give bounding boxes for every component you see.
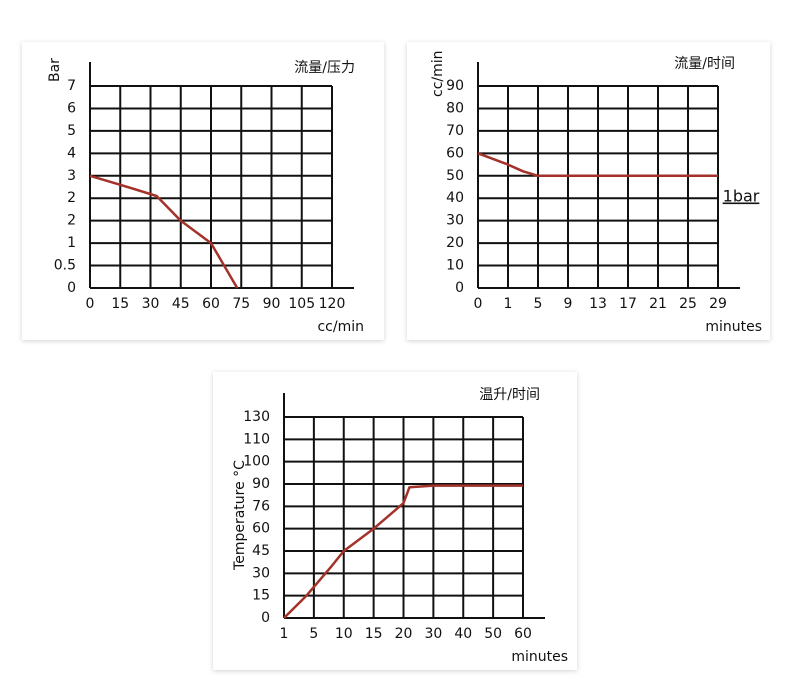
- y-axis-title: cc/min: [430, 50, 446, 97]
- chart-title: 温升/时间: [479, 387, 540, 403]
- y-tick-label: 7: [67, 78, 76, 94]
- y-axis-title: Bar: [47, 58, 63, 82]
- x-tick-label: 10: [335, 626, 353, 642]
- y-tick-label: 90: [252, 476, 270, 492]
- y-tick-label: 2: [67, 190, 76, 206]
- x-axis-title: minutes: [511, 649, 568, 665]
- x-tick-label: 30: [424, 626, 442, 642]
- y-tick-label: 6: [67, 100, 76, 116]
- y-tick-label: 0: [261, 610, 270, 626]
- x-tick-label: 0: [86, 296, 95, 312]
- y-tick-label: 20: [446, 235, 464, 251]
- y-tick-label: 50: [446, 168, 464, 184]
- y-tick-label: 5: [67, 123, 76, 139]
- y-tick-label: 15: [252, 588, 270, 604]
- y-tick-label: 80: [446, 100, 464, 116]
- card: [213, 372, 577, 670]
- y-tick-label: 10: [446, 258, 464, 274]
- y-tick-label: 90: [446, 78, 464, 94]
- x-tick-label: 75: [232, 296, 250, 312]
- x-tick-label: 29: [709, 296, 727, 312]
- y-tick-label: 100: [243, 454, 270, 470]
- x-tick-label: 50: [484, 626, 502, 642]
- data-line: [283, 484, 523, 619]
- chart-title: 流量/压力: [294, 60, 355, 76]
- y-tick-label: 40: [446, 190, 464, 206]
- chart-title: 流量/时间: [674, 56, 735, 72]
- x-tick-label: 20: [395, 626, 413, 642]
- x-tick-label: 9: [564, 296, 573, 312]
- x-tick-label: 90: [263, 296, 281, 312]
- y-tick-label: 30: [252, 565, 270, 581]
- y-tick-label: 70: [446, 123, 464, 139]
- x-tick-label: 15: [111, 296, 129, 312]
- x-tick-label: 25: [679, 296, 697, 312]
- x-tick-label: 15: [365, 626, 383, 642]
- y-tick-label: 60: [252, 521, 270, 537]
- y-tick-label: 1: [67, 235, 76, 251]
- x-tick-label: 60: [514, 626, 532, 642]
- x-tick-label: 13: [589, 296, 607, 312]
- y-tick-label: 0: [455, 280, 464, 296]
- x-tick-label: 1: [280, 626, 289, 642]
- x-tick-label: 45: [172, 296, 190, 312]
- y-tick-label: 45: [252, 543, 270, 559]
- y-tick-label: 110: [243, 431, 270, 447]
- y-tick-label: 76: [252, 498, 270, 514]
- x-tick-label: 0: [474, 296, 483, 312]
- y-tick-label: 60: [446, 145, 464, 161]
- annotation: 1bar: [723, 187, 760, 206]
- y-tick-label: 0: [67, 280, 76, 296]
- y-tick-label: 130: [243, 409, 270, 425]
- x-tick-label: 105: [288, 296, 315, 312]
- data-line: [89, 174, 239, 289]
- x-tick-label: 120: [319, 296, 346, 312]
- card: [22, 42, 384, 340]
- x-axis-title: cc/min: [317, 319, 364, 335]
- x-tick-label: 1: [504, 296, 513, 312]
- x-axis-title: minutes: [705, 319, 762, 335]
- x-tick-label: 5: [534, 296, 543, 312]
- y-tick-label: 30: [446, 213, 464, 229]
- y-tick-label: 3: [67, 168, 76, 184]
- x-tick-label: 30: [142, 296, 160, 312]
- x-tick-label: 21: [649, 296, 667, 312]
- card: [407, 42, 770, 340]
- x-tick-label: 60: [202, 296, 220, 312]
- y-tick-label: 2: [67, 213, 76, 229]
- y-tick-label: 4: [67, 145, 76, 161]
- data-line: [477, 152, 718, 178]
- x-tick-label: 17: [619, 296, 637, 312]
- x-tick-label: 40: [454, 626, 472, 642]
- x-tick-label: 5: [309, 626, 318, 642]
- y-tick-label: 0.5: [54, 258, 76, 274]
- y-axis-title: Temperature °C: [232, 460, 248, 571]
